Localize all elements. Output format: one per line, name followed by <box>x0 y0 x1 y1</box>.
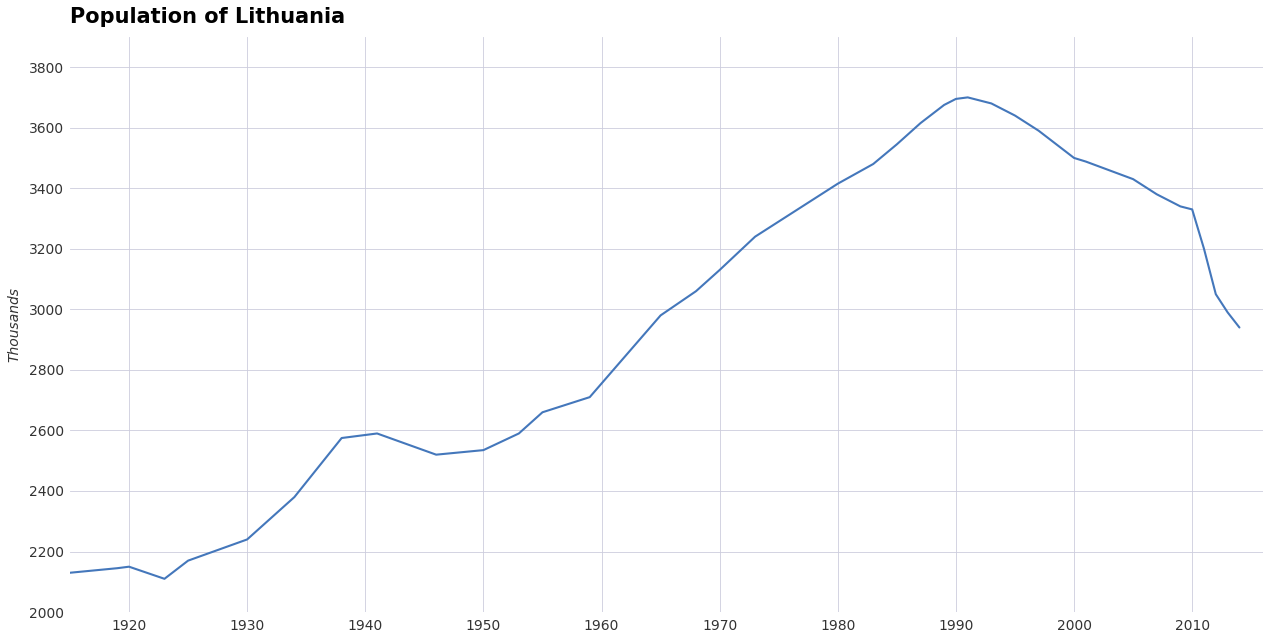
Y-axis label: Thousands: Thousands <box>6 287 20 362</box>
Text: Population of Lithuania: Population of Lithuania <box>70 7 345 27</box>
